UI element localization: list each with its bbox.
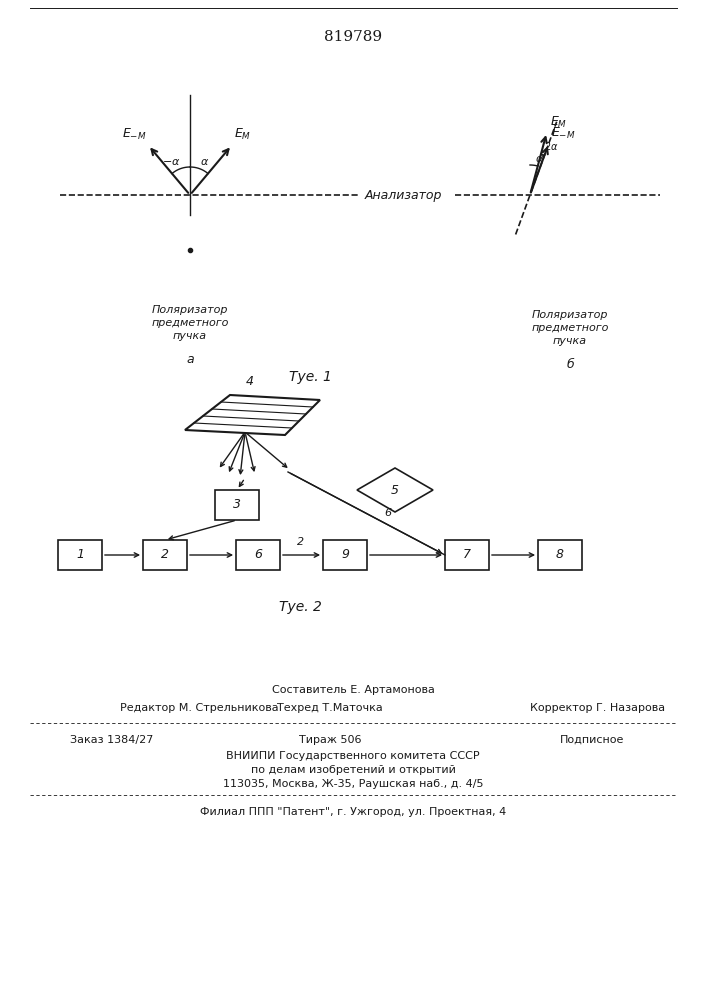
Text: Τуе. 1: Τуе. 1 <box>288 370 332 384</box>
Text: Тираж 506: Тираж 506 <box>299 735 361 745</box>
Text: а: а <box>186 353 194 366</box>
Text: Заказ 1384/27: Заказ 1384/27 <box>70 735 153 745</box>
Text: 8: 8 <box>556 548 564 562</box>
Text: по делам изобретений и открытий: по делам изобретений и открытий <box>250 765 455 775</box>
Text: Филиал ППП "Патент", г. Ужгород, ул. Проектная, 4: Филиал ППП "Патент", г. Ужгород, ул. Про… <box>200 807 506 817</box>
Text: Подписное: Подписное <box>560 735 624 745</box>
Text: $E_{-M}$: $E_{-M}$ <box>551 126 575 141</box>
Text: Редактор М. Стрельникова: Редактор М. Стрельникова <box>120 703 279 713</box>
Text: Поляризатор
предметного
пучка: Поляризатор предметного пучка <box>532 310 609 346</box>
Text: ВНИИПИ Государственного комитета СССР: ВНИИПИ Государственного комитета СССР <box>226 751 480 761</box>
Text: $\alpha$: $\alpha$ <box>535 154 544 164</box>
Text: 2: 2 <box>161 548 169 562</box>
Text: Техред Т.Маточка: Техред Т.Маточка <box>277 703 383 713</box>
Text: 7: 7 <box>463 548 471 562</box>
Text: 6: 6 <box>385 508 392 518</box>
Text: $-\alpha$: $-\alpha$ <box>162 157 180 167</box>
Text: Τуе. 2: Τуе. 2 <box>279 600 322 614</box>
Text: $E_M$: $E_M$ <box>550 115 567 130</box>
Text: 113035, Москва, Ж-35, Раушская наб., д. 4/5: 113035, Москва, Ж-35, Раушская наб., д. … <box>223 779 484 789</box>
Text: 2: 2 <box>298 537 305 547</box>
Text: Корректор Г. Назарова: Корректор Г. Назарова <box>530 703 665 713</box>
Text: 3: 3 <box>233 498 241 512</box>
Text: $E_M$: $E_M$ <box>234 127 251 142</box>
Text: Составитель Е. Артамонова: Составитель Е. Артамонова <box>271 685 434 695</box>
Text: $\alpha$: $\alpha$ <box>200 157 209 167</box>
Text: б: б <box>566 358 574 371</box>
Text: 5: 5 <box>391 484 399 496</box>
Text: 4: 4 <box>246 375 254 388</box>
Text: Поляризатор
предметного
пучка: Поляризатор предметного пучка <box>151 305 228 341</box>
Text: 819789: 819789 <box>324 30 382 44</box>
Text: 1: 1 <box>76 548 84 562</box>
Text: 6: 6 <box>254 548 262 562</box>
Text: $E_{-M}$: $E_{-M}$ <box>122 127 146 142</box>
Text: 9: 9 <box>341 548 349 562</box>
Text: Анализатор: Анализатор <box>365 188 443 202</box>
Text: $2\alpha$: $2\alpha$ <box>544 140 558 152</box>
